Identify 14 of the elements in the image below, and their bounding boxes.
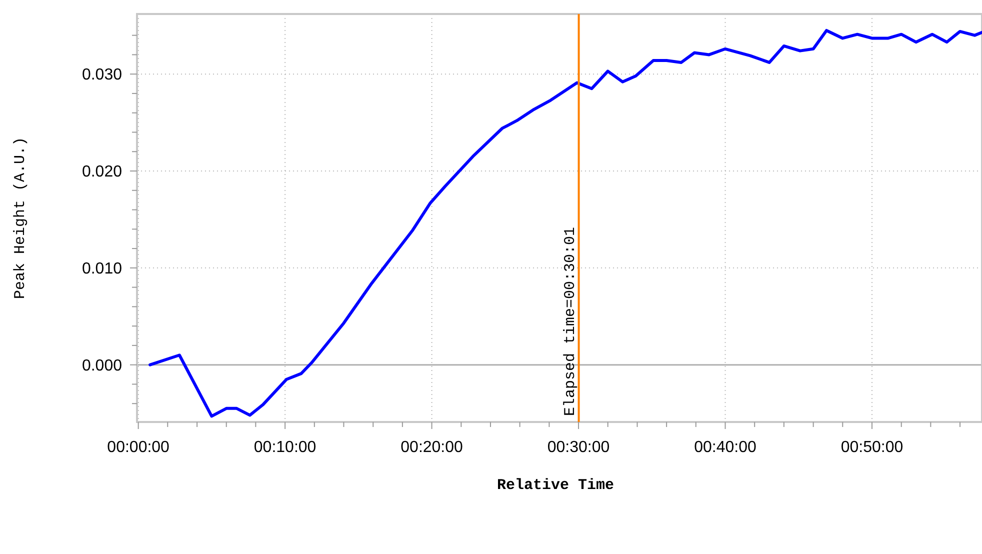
y-tick-label: 0.010 bbox=[82, 260, 122, 278]
x-tick-label: 00:50:00 bbox=[840, 439, 904, 456]
y-tick-label: 0.000 bbox=[82, 357, 122, 374]
x-tick-label: 00:40:00 bbox=[694, 439, 756, 456]
x-tick-label: 00:10:00 bbox=[254, 439, 316, 456]
x-tick-label: 00:00:00 bbox=[107, 439, 170, 456]
y-tick-label: 0.020 bbox=[82, 164, 122, 181]
y-axis-title: Peak Height (A.U.) bbox=[12, 136, 29, 300]
x-tick-label: 00:30:00 bbox=[547, 439, 610, 456]
x-axis-title: Relative Time bbox=[496, 477, 614, 494]
y-tick-label: 0.030 bbox=[82, 66, 122, 84]
ref-line-label: Elapsed time=00:30:01 bbox=[562, 226, 579, 416]
x-tick-label: 00:20:00 bbox=[400, 439, 464, 456]
line-series bbox=[148, 28, 982, 418]
